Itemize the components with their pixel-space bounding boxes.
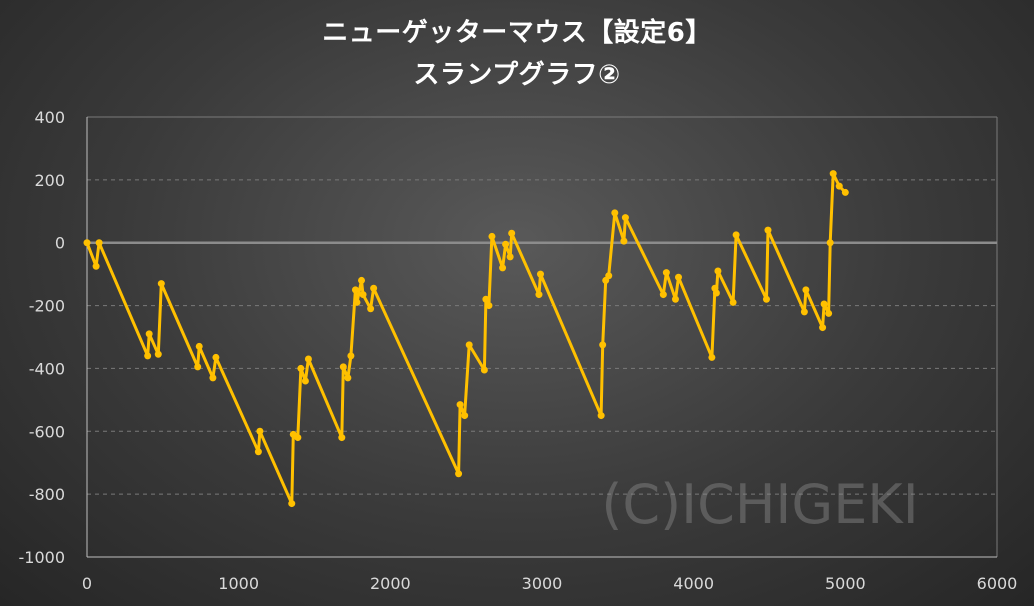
y-tick-label: 200 <box>34 171 65 190</box>
y-tick-label: -200 <box>29 297 65 316</box>
data-point <box>535 291 543 299</box>
data-point <box>536 270 544 278</box>
data-point <box>294 434 302 442</box>
data-point <box>825 309 833 317</box>
data-point <box>802 286 810 294</box>
x-tick-label: 6000 <box>977 574 1018 593</box>
data-point <box>465 341 473 349</box>
chart-title: ニューゲッターマウス【設定6】 <box>322 18 712 48</box>
data-point <box>304 355 312 363</box>
data-point <box>455 470 463 478</box>
y-tick-label: -1000 <box>19 548 66 567</box>
data-point <box>485 302 493 310</box>
x-tick-label: 5000 <box>825 574 866 593</box>
data-point <box>659 291 667 299</box>
x-tick-label: 3000 <box>522 574 563 593</box>
data-point <box>762 295 770 303</box>
data-point <box>662 269 670 277</box>
data-point <box>712 289 720 297</box>
y-tick-label: -600 <box>29 422 65 441</box>
data-point <box>351 286 359 294</box>
data-point <box>597 412 605 420</box>
watermark-text: (C)ICHIGEKI <box>601 473 918 536</box>
data-point <box>288 500 296 508</box>
data-point <box>154 350 162 358</box>
data-point <box>370 284 378 292</box>
data-point <box>611 209 619 217</box>
data-point <box>835 182 843 190</box>
data-point <box>301 377 309 385</box>
data-point <box>506 253 514 261</box>
y-tick-label: 400 <box>34 108 65 127</box>
data-point <box>209 374 217 382</box>
data-point <box>826 239 834 247</box>
data-point <box>461 412 469 420</box>
data-point <box>820 300 828 308</box>
data-point <box>92 262 100 270</box>
data-point <box>157 280 165 288</box>
data-point <box>212 353 220 361</box>
data-point <box>671 295 679 303</box>
data-point <box>620 237 628 245</box>
data-point <box>829 170 837 178</box>
data-point <box>256 427 264 435</box>
data-point <box>841 188 849 196</box>
data-point <box>347 352 355 360</box>
data-point <box>338 434 346 442</box>
data-point <box>344 374 352 382</box>
y-tick-label: -400 <box>29 359 65 378</box>
x-tick-label: 2000 <box>370 574 411 593</box>
data-point <box>599 341 607 349</box>
data-point <box>456 401 464 409</box>
data-point <box>764 226 772 234</box>
data-point <box>254 448 262 456</box>
data-point <box>499 264 507 272</box>
data-point <box>605 272 613 280</box>
data-point <box>675 273 682 281</box>
x-tick-label: 1000 <box>218 574 259 593</box>
data-point <box>488 232 496 240</box>
data-point <box>367 305 375 313</box>
data-point <box>621 214 629 222</box>
data-point <box>144 352 152 360</box>
data-point <box>482 295 490 303</box>
y-tick-label: -800 <box>29 485 65 504</box>
data-point <box>502 240 510 248</box>
data-point <box>353 298 361 306</box>
data-point <box>508 229 516 237</box>
data-point <box>95 239 103 247</box>
data-point <box>194 363 202 371</box>
data-point <box>358 276 366 284</box>
x-tick-label: 0 <box>82 574 92 593</box>
data-point <box>819 324 827 332</box>
series-line <box>85 172 847 506</box>
data-point <box>714 267 722 275</box>
data-point <box>732 231 740 239</box>
data-point <box>195 342 203 350</box>
data-point <box>339 363 347 371</box>
chart-subtitle: スランプグラフ② <box>413 60 621 90</box>
data-point <box>359 291 367 299</box>
data-point <box>729 298 737 306</box>
data-point <box>800 308 808 316</box>
data-point <box>297 364 305 372</box>
data-point <box>83 239 91 247</box>
y-tick-label: 0 <box>55 234 65 253</box>
data-point <box>708 353 716 361</box>
x-tick-label: 4000 <box>673 574 714 593</box>
data-point <box>480 366 488 374</box>
data-point <box>145 330 153 338</box>
